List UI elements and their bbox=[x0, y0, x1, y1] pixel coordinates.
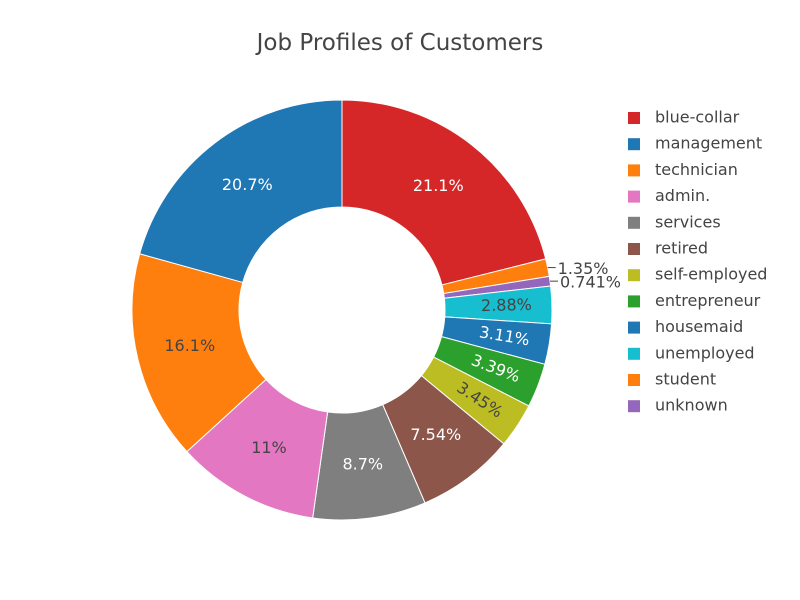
legend-label-unknown: unknown bbox=[655, 396, 728, 415]
legend-item-unemployed[interactable]: unemployed bbox=[628, 343, 755, 362]
legend-label-student: student bbox=[655, 370, 716, 389]
legend-label-retired: retired bbox=[655, 239, 708, 258]
legend-item-retired[interactable]: retired bbox=[628, 239, 708, 258]
legend-item-services[interactable]: services bbox=[628, 212, 721, 231]
legend-swatch-technician bbox=[628, 164, 640, 177]
slice-label-services: 8.7% bbox=[342, 455, 383, 474]
legend-swatch-entrepreneur bbox=[628, 295, 640, 308]
legend-swatch-self-employed bbox=[628, 269, 640, 282]
legend-swatch-blue-collar bbox=[628, 112, 640, 124]
legend-item-unknown[interactable]: unknown bbox=[628, 396, 728, 415]
legend-label-self-employed: self-employed bbox=[655, 265, 767, 284]
slice-label-blue-collar: 21.1% bbox=[413, 176, 464, 195]
legend-item-admin[interactable]: admin. bbox=[628, 186, 710, 205]
legend-item-housemaid[interactable]: housemaid bbox=[628, 317, 743, 336]
legend-swatch-unknown bbox=[628, 400, 640, 413]
slice-label-retired: 7.54% bbox=[410, 425, 461, 444]
slice-label-student: 1.35% bbox=[558, 259, 609, 278]
slice-technician[interactable] bbox=[131, 253, 267, 453]
slice-label-management: 20.7% bbox=[222, 175, 273, 194]
legend-swatch-management bbox=[628, 138, 640, 151]
slice-management[interactable] bbox=[139, 99, 343, 284]
legend-swatch-student bbox=[628, 374, 640, 386]
slices-group bbox=[131, 99, 553, 521]
chart-title: Job Profiles of Customers bbox=[255, 30, 544, 56]
legend-label-services: services bbox=[655, 212, 721, 231]
legend-label-technician: technician bbox=[655, 160, 738, 179]
legend: blue-collar management technician admin. ser… bbox=[628, 108, 767, 415]
legend-swatch-admin bbox=[628, 190, 640, 203]
legend-swatch-unemployed bbox=[628, 347, 640, 360]
slice-blue-collar[interactable] bbox=[341, 99, 547, 286]
slice-label-unemployed: 2.88% bbox=[481, 295, 532, 315]
legend-swatch-retired bbox=[628, 243, 640, 255]
slice-label-technician: 16.1% bbox=[164, 336, 215, 355]
legend-item-technician[interactable]: technician bbox=[628, 160, 738, 179]
legend-item-self-employed[interactable]: self-employed bbox=[628, 265, 767, 284]
slice-label-unknown: 0.741% bbox=[560, 273, 621, 292]
legend-item-blue-collar[interactable]: blue-collar bbox=[628, 108, 740, 127]
legend-item-management[interactable]: management bbox=[628, 134, 762, 153]
legend-label-housemaid: housemaid bbox=[655, 317, 743, 336]
legend-label-management: management bbox=[655, 134, 762, 153]
slice-label-admin: 11% bbox=[251, 438, 287, 457]
legend-label-entrepreneur: entrepreneur bbox=[655, 291, 761, 310]
legend-label-blue-collar: blue-collar bbox=[655, 108, 740, 127]
legend-item-entrepreneur[interactable]: entrepreneur bbox=[628, 291, 761, 310]
legend-item-student[interactable]: student bbox=[628, 370, 716, 389]
legend-label-admin: admin. bbox=[655, 186, 710, 205]
legend-swatch-services bbox=[628, 216, 640, 229]
legend-swatch-housemaid bbox=[628, 321, 640, 334]
legend-label-unemployed: unemployed bbox=[655, 343, 755, 362]
